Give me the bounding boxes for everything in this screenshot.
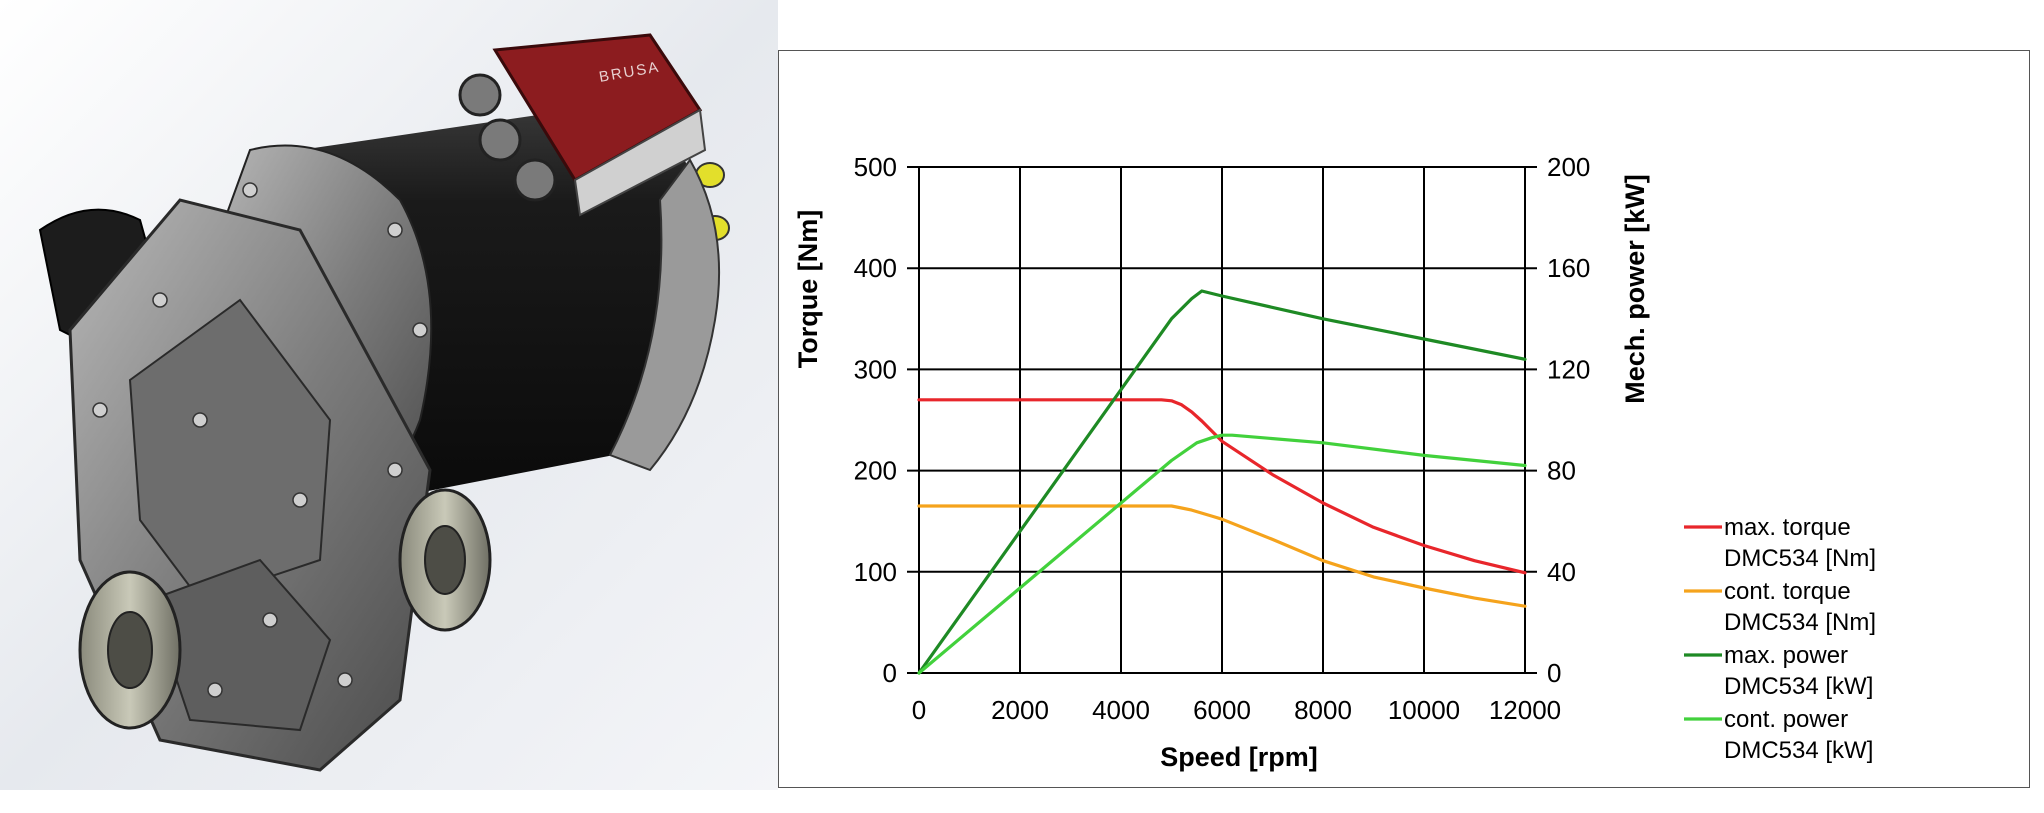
y2-tick-label: 200 (1547, 152, 1590, 182)
y2-tick-label: 40 (1547, 557, 1576, 587)
x-tick-label: 4000 (1092, 695, 1150, 725)
legend-label: DMC534 [Nm] (1724, 609, 1876, 636)
grid (907, 166, 1537, 674)
legend-label: max. power (1724, 642, 1848, 669)
series-line-4 (917, 433, 1527, 675)
motor-drawing: BRUSA (0, 0, 778, 790)
y-tick-label: 400 (854, 253, 897, 283)
legend-label: cont. torque (1724, 578, 1851, 605)
x-tick-label: 0 (912, 695, 926, 725)
legend: max. torque DMC534 [Nm] cont. torque DMC534… (1684, 514, 1876, 764)
series-line-2 (917, 504, 1527, 608)
motor-cad-render: BRUSA (0, 0, 778, 808)
y2-tick-label: 80 (1547, 456, 1576, 486)
legend-label: DMC534 [kW] (1724, 673, 1873, 700)
x-tick-label: 6000 (1193, 695, 1251, 725)
y2-tick-label: 160 (1547, 253, 1590, 283)
y-tick-label: 500 (854, 152, 897, 182)
legend-label: max. torque (1724, 514, 1851, 541)
y-tick-label: 300 (854, 354, 897, 384)
y2-axis-label: Mech. power [kW] (1620, 174, 1650, 404)
x-axis-label: Speed [rpm] (1160, 742, 1318, 772)
y2-tick-label: 0 (1547, 658, 1561, 688)
series-lines (917, 289, 1527, 675)
legend-label: DMC534 [kW] (1724, 737, 1873, 764)
y-tick-label: 0 (883, 658, 897, 688)
legend-label: cont. power (1724, 706, 1848, 733)
x-tick-label: 10000 (1388, 695, 1460, 725)
y-tick-label: 200 (854, 456, 897, 486)
chart-panel: 0 2000 4000 6000 8000 10000 12000 0 0 100 40 200 80 3… (778, 50, 2030, 788)
y-axis-label: Torque [Nm] (793, 210, 823, 368)
x-tick-label: 12000 (1489, 695, 1561, 725)
y2-tick-label: 120 (1547, 354, 1590, 384)
series-line-3 (917, 289, 1527, 675)
x-tick-label: 8000 (1294, 695, 1352, 725)
legend-label: DMC534 [Nm] (1724, 545, 1876, 572)
y-tick-label: 100 (854, 557, 897, 587)
x-tick-label: 2000 (991, 695, 1049, 725)
